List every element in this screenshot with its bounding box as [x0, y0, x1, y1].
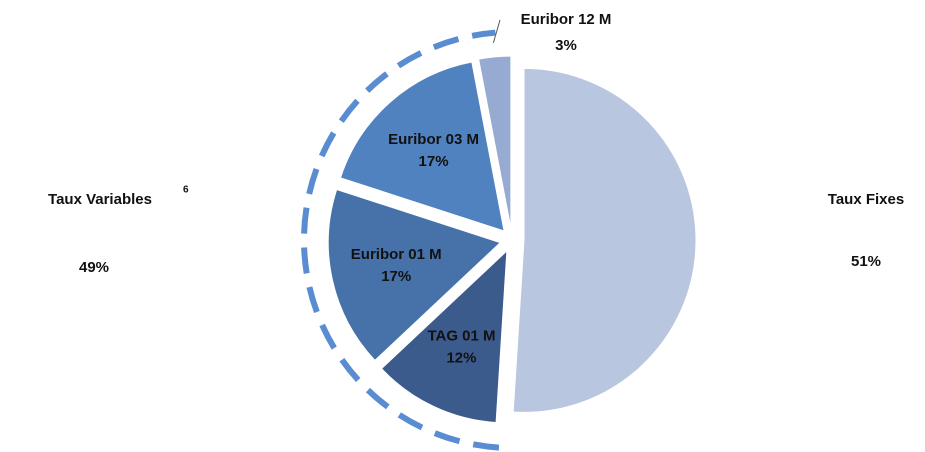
slice-label: Euribor 03 M — [388, 131, 479, 148]
leader-line — [492, 19, 501, 44]
slice-label: Taux Fixes — [828, 191, 904, 208]
slice-value-label: 17% — [381, 268, 411, 285]
pie-slice — [478, 55, 512, 229]
group-arc — [301, 29, 500, 451]
slice-value-label: 12% — [446, 349, 476, 366]
group-value-label: 49% — [79, 259, 109, 276]
slice-label: Euribor 12 M — [521, 11, 612, 28]
pie-slice — [512, 67, 697, 413]
slice-value-label: 51% — [851, 253, 881, 270]
slice-value-label: 3% — [555, 37, 577, 54]
pie-slice — [327, 188, 502, 362]
group-label: Taux Variables — [48, 191, 152, 208]
slice-label: TAG 01 M — [427, 327, 495, 344]
footnote-marker: 6 — [183, 185, 189, 196]
slice-value-label: 17% — [419, 153, 449, 170]
pie-slice — [380, 249, 508, 424]
slice-label: Euribor 01 M — [351, 246, 442, 263]
pie-slice — [339, 61, 505, 232]
